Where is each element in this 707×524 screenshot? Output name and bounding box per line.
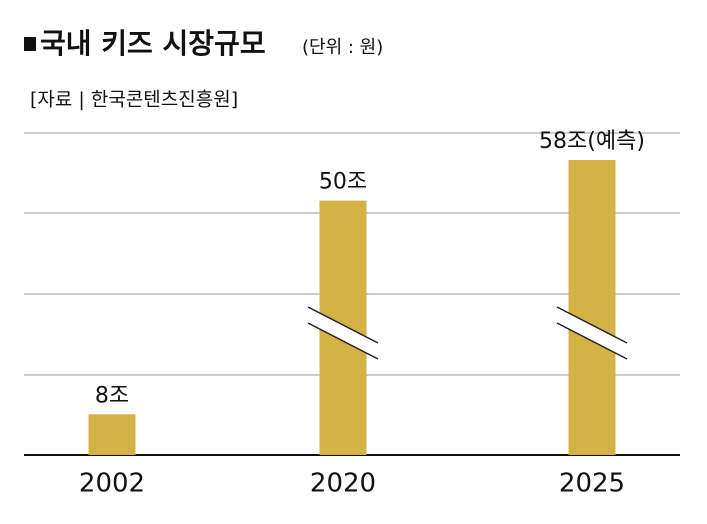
- axis-break-line: [556, 306, 628, 344]
- axis-break: [308, 307, 378, 359]
- axis-break-line: [307, 322, 379, 360]
- axis-break: [557, 307, 627, 359]
- axis-break-line: [556, 322, 628, 360]
- chart-subtitle: (단위 : 원): [302, 37, 383, 58]
- value-label: 58조(예측): [539, 129, 645, 154]
- chart-title: 국내 키즈 시장규모: [40, 27, 266, 60]
- axis-break-line: [307, 306, 379, 344]
- value-label: 50조: [319, 170, 367, 195]
- title-marker: [24, 37, 36, 51]
- x-tick-label: 2002: [79, 469, 145, 499]
- x-tick-label: 2020: [310, 469, 376, 499]
- value-label: 8조: [95, 383, 129, 408]
- bar: [568, 160, 616, 455]
- bar: [88, 414, 136, 455]
- x-tick-label: 2025: [559, 469, 625, 499]
- source: [자료 | 한국콘텐츠진흥원]: [30, 89, 238, 111]
